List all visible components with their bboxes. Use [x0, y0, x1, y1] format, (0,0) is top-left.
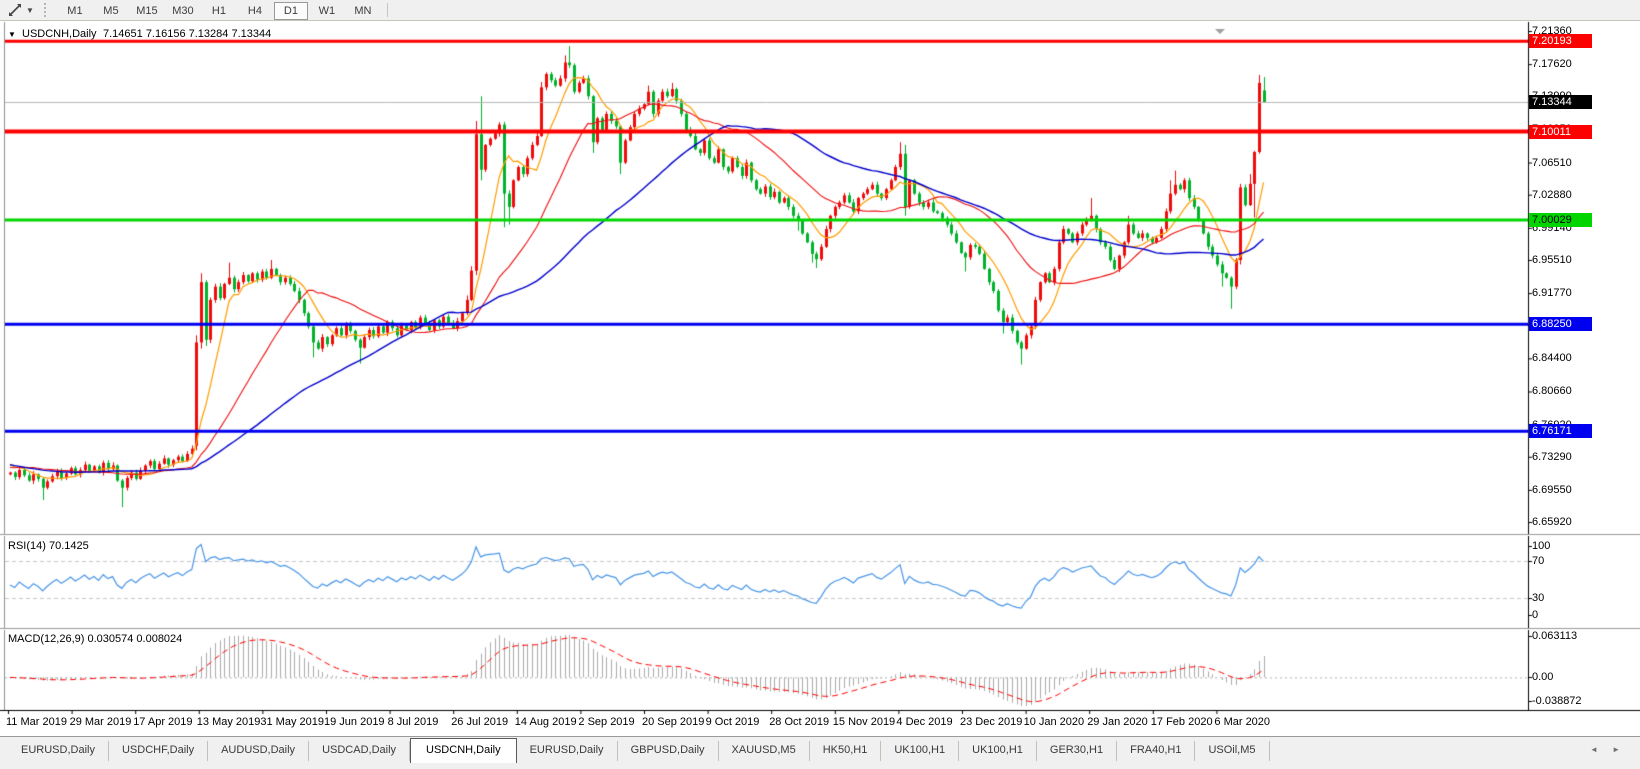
timeframe-button-H4[interactable]: H4	[247, 4, 262, 17]
symbol-tab-USOil-M5[interactable]: USOil,M5	[1195, 741, 1270, 761]
symbol-tab-bar: EURUSD,Daily USDCHF,Daily AUDUSD,Daily USDC…	[0, 736, 1640, 769]
chart-canvas[interactable]	[0, 21, 1640, 735]
symbol-tab-EURUSD-Daily[interactable]: EURUSD,Daily	[8, 741, 109, 761]
symbol-tab-EURUSD-Daily[interactable]: EURUSD,Daily	[517, 741, 618, 761]
timeframe-button-M5[interactable]: M5	[103, 4, 119, 17]
symbol-tab-AUDUSD-Daily[interactable]: AUDUSD,Daily	[208, 741, 310, 761]
symbol-tab-USDCNH-Daily[interactable]: USDCNH,Daily	[410, 738, 517, 763]
dropdown-arrow-icon[interactable]: ▼	[26, 5, 34, 15]
timeframe-button-D1[interactable]: D1	[273, 1, 308, 20]
timeframe-button-M30[interactable]: M30	[172, 4, 194, 17]
timeframe-buttons-group: M1 M5 M15 M30 H1 H4 D1 W1 MN	[57, 1, 381, 20]
symbol-tab-USDCAD-Daily[interactable]: USDCAD,Daily	[309, 741, 411, 761]
timeframe-toolbar: ▼ M1 M5 M15 M30 H1 H4 D1 W1 MN	[0, 0, 1640, 21]
symbol-tab-FRA40-H1[interactable]: FRA40,H1	[1117, 741, 1196, 761]
tab-scroll-arrows[interactable]: ◄ ►	[1589, 745, 1626, 754]
symbol-tab-HK50-H1[interactable]: HK50,H1	[810, 741, 882, 761]
toolbar-grip[interactable]	[43, 3, 51, 17]
symbol-tab-XAUUSD-M5[interactable]: XAUUSD,M5	[719, 741, 810, 761]
timeframe-button-W1[interactable]: W1	[318, 4, 336, 17]
toolbar-separator	[386, 3, 388, 17]
timeframe-button-M1[interactable]: M1	[67, 4, 83, 17]
timeframe-button-MN[interactable]: MN	[354, 4, 372, 17]
symbol-tab-GBPUSD-Daily[interactable]: GBPUSD,Daily	[618, 741, 719, 761]
timeframe-button-M15[interactable]: M15	[136, 4, 158, 17]
symbol-tab-GER30-H1[interactable]: GER30,H1	[1037, 741, 1118, 761]
symbol-tab-USDCHF-Daily[interactable]: USDCHF,Daily	[109, 741, 209, 761]
symbol-tab-UK100-H1[interactable]: UK100,H1	[959, 741, 1037, 761]
timeframe-button-H1[interactable]: H1	[211, 4, 226, 17]
crosshair-tool-icon[interactable]	[6, 2, 24, 18]
symbol-tab-UK100-H1[interactable]: UK100,H1	[881, 741, 960, 761]
